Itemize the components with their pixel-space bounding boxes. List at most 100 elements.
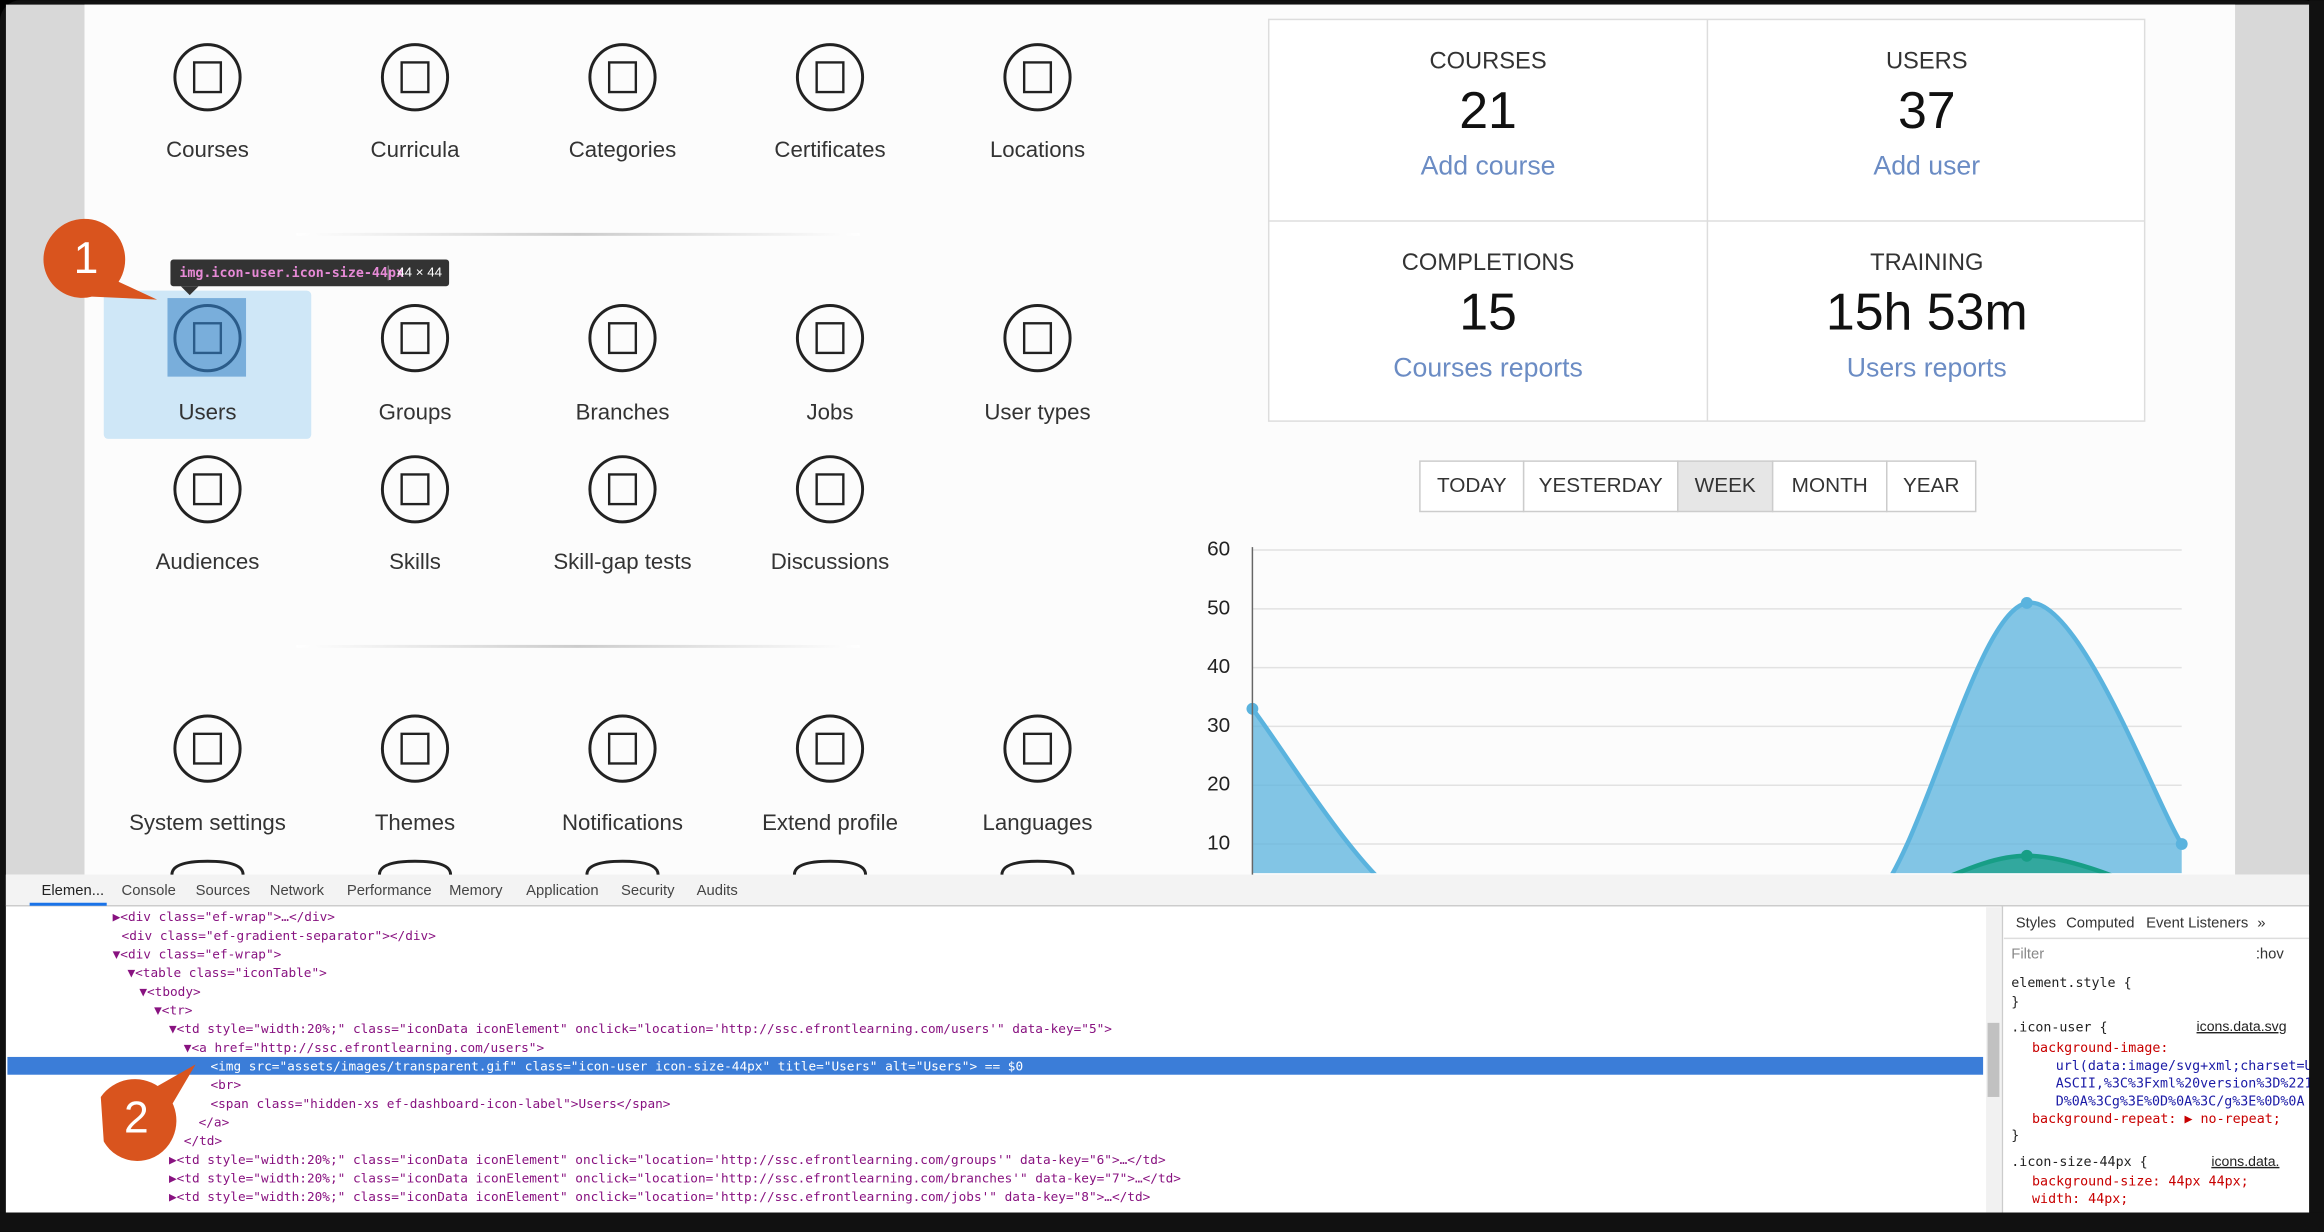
icon[interactable]: Jobs [795, 304, 865, 425]
icon-shape [400, 322, 430, 355]
devtools-tab[interactable]: Elemen... [42, 883, 105, 899]
icon[interactable]: Branches [576, 304, 670, 425]
tooltip-arrow [180, 286, 199, 296]
icon-shape [607, 61, 638, 94]
button-label: TODAY [1437, 474, 1507, 497]
icon-shape [588, 455, 657, 524]
style-tab[interactable]: Styles [2016, 915, 2056, 931]
style-tab[interactable]: » [2257, 915, 2265, 931]
icon[interactable]: Extend profile [762, 714, 898, 835]
icon[interactable]: User types [984, 304, 1091, 425]
stat-link[interactable]: Users reports [1847, 352, 2007, 382]
icon-label: Locations [990, 137, 1085, 162]
devtools-tab[interactable]: Security [621, 883, 675, 899]
button-label: YESTERDAY [1539, 474, 1663, 497]
devtools-tab[interactable]: Audits [697, 883, 738, 899]
icon[interactable]: Certificates [774, 43, 886, 163]
dom-line[interactable]: ▼<td style="width:20%;" class="iconData … [169, 1022, 1112, 1037]
dom-line[interactable]: ▶<td style="width:20%;" class="iconData … [169, 1190, 1151, 1205]
img-highlight [167, 298, 247, 377]
area [1252, 602, 2182, 874]
icon[interactable]: Skills [380, 455, 450, 575]
dom-line[interactable]: <br> [210, 1078, 241, 1093]
icon-label: Courses [166, 137, 249, 162]
dom-line[interactable]: </a> [199, 1116, 230, 1131]
dom-line[interactable]: ▼<div class="ef-wrap"> [113, 947, 282, 962]
separator [296, 644, 860, 648]
dom-line[interactable]: </td> [184, 1134, 223, 1149]
period-button[interactable]: TODAY [1419, 460, 1525, 513]
dom-line[interactable]: <div class="ef-gradient-separator"></div… [122, 929, 437, 944]
dom-line[interactable]: ▼<a href="http://ssc.efrontlearning.com/… [184, 1041, 545, 1056]
devtools-tab[interactable]: Network [270, 883, 325, 899]
marker-label: 1 [74, 234, 99, 283]
icon[interactable]: Notifications [562, 714, 683, 835]
icon-shape [1022, 732, 1053, 765]
dom-line[interactable]: <img src="assets/images/transparent.gif"… [210, 1060, 1023, 1075]
style-tab[interactable]: Event Listeners [2146, 915, 2248, 931]
button-label: MONTH [1792, 474, 1868, 497]
point [2020, 849, 2033, 862]
dom-line[interactable]: ▶<td style="width:20%;" class="iconData … [169, 1153, 1166, 1168]
icon-shape [815, 473, 845, 506]
dom-line[interactable]: ▼<tbody> [139, 985, 201, 1000]
icon-label: Audiences [156, 549, 260, 574]
style-line: } [2011, 1128, 2019, 1143]
icon[interactable]: Categories [569, 43, 676, 163]
style-line: .icon-size-44px { [2011, 1155, 2147, 1170]
icon-label: Groups [379, 400, 452, 425]
dom-line[interactable]: ▶<div class="ef-wrap">…</div> [113, 910, 336, 925]
stat-link[interactable]: Add user [1873, 151, 1980, 181]
style-line: width: 44px; [2032, 1192, 2128, 1207]
stat-value: 21 [1459, 81, 1517, 139]
period-button[interactable]: YEAR [1886, 460, 1977, 513]
stat-label: COURSES [1429, 49, 1546, 75]
style-line: background-image: [2032, 1041, 2168, 1056]
dom-line[interactable]: <span class="hidden-xs ef-dashboard-icon… [210, 1097, 670, 1112]
devtools-tab[interactable]: Memory [449, 883, 503, 899]
icon[interactable]: Discussions [771, 455, 890, 575]
dom-line[interactable]: ▶<td style="width:20%;" class="iconData … [169, 1172, 1181, 1187]
icon-shape [380, 43, 450, 112]
y-tick-label: 40 [1207, 655, 1230, 678]
style-tab[interactable]: Computed [2066, 915, 2134, 931]
icon[interactable]: Languages [983, 714, 1093, 835]
icon-partial [170, 859, 245, 875]
icon-shape [173, 304, 242, 373]
icon-label: Curricula [371, 137, 461, 162]
y-tick-label: 60 [1207, 538, 1230, 561]
icon[interactable]: Courses [166, 43, 249, 163]
icon[interactable]: Users [173, 304, 242, 425]
y-tick-label: 20 [1207, 773, 1230, 796]
stat-label: TRAINING [1870, 250, 1983, 276]
icon[interactable]: Curricula [371, 43, 461, 163]
stat-link[interactable]: Add course [1421, 151, 1556, 181]
icon[interactable]: Locations [990, 43, 1085, 163]
icon[interactable]: Skill-gap tests [553, 455, 692, 575]
icon[interactable]: Groups [379, 304, 452, 425]
marker-2 [100, 1064, 196, 1161]
icon-shape [1003, 43, 1072, 112]
stat-value: 15h 53m [1826, 283, 2028, 341]
button-bg [1522, 460, 1679, 513]
dom-line[interactable]: ▼<tr> [154, 1003, 193, 1018]
icon-shape [192, 473, 223, 506]
devtools-tab[interactable]: Application [526, 883, 598, 899]
icon-shape [795, 714, 865, 783]
devtools-tab[interactable]: Performance [347, 883, 432, 899]
icon-shape [588, 714, 657, 783]
icon[interactable]: System settings [129, 714, 286, 835]
period-button[interactable]: YESTERDAY [1522, 460, 1679, 513]
icon[interactable]: Themes [375, 714, 455, 835]
period-button[interactable]: MONTH [1771, 460, 1888, 513]
stat-link[interactable]: Courses reports [1393, 352, 1583, 382]
devtools-tab[interactable]: Console [122, 883, 176, 899]
devtools-tab[interactable]: Sources [196, 883, 250, 899]
period-button[interactable]: WEEK [1677, 460, 1774, 513]
icon[interactable]: Audiences [156, 455, 260, 575]
dom-line[interactable]: ▼<table class="iconTable"> [127, 966, 327, 981]
icon-label: Certificates [774, 137, 885, 162]
point [2175, 838, 2188, 850]
